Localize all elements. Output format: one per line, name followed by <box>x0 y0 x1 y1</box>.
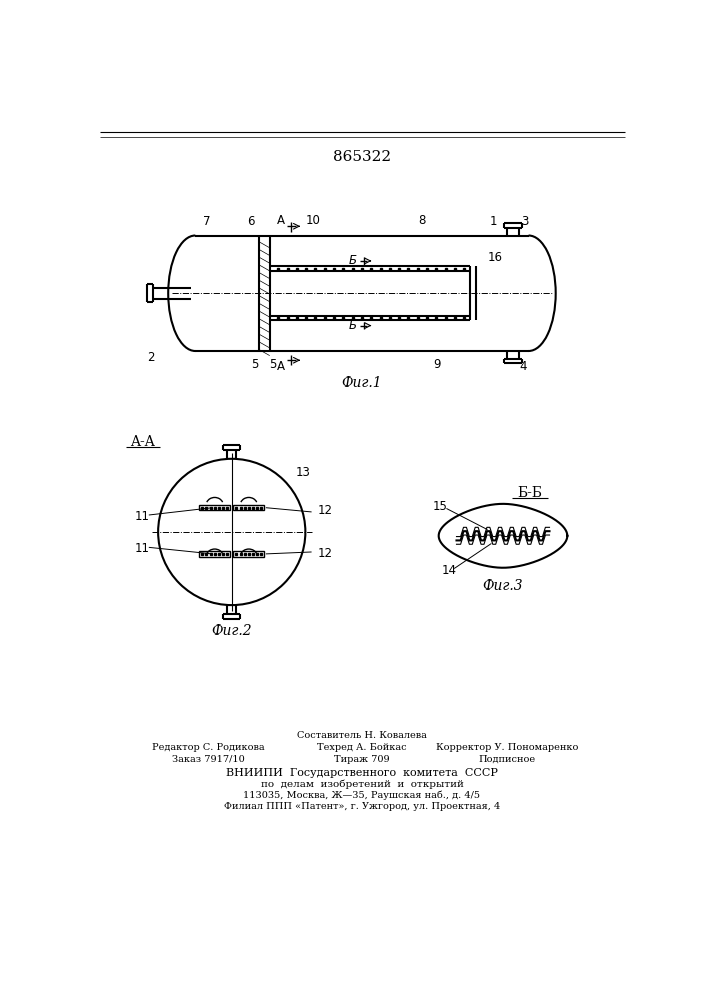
Text: 865322: 865322 <box>333 150 391 164</box>
Text: Фиг.2: Фиг.2 <box>211 624 252 638</box>
Text: 5: 5 <box>251 358 259 371</box>
Text: 2: 2 <box>147 351 155 364</box>
Text: Корректор У. Пономаренко: Корректор У. Пономаренко <box>436 743 578 752</box>
Text: 3: 3 <box>521 215 528 228</box>
Bar <box>233 551 264 557</box>
Text: Тираж 709: Тираж 709 <box>334 755 390 764</box>
Text: Филиал ППП «Патент», г. Ужгород, ул. Проектная, 4: Филиал ППП «Патент», г. Ужгород, ул. Про… <box>224 802 500 811</box>
Text: 4: 4 <box>520 360 527 373</box>
Text: по  делам  изобретений  и  открытий: по делам изобретений и открытий <box>260 780 463 789</box>
Text: 11: 11 <box>135 510 150 523</box>
Text: 14: 14 <box>441 564 456 577</box>
Text: А: А <box>276 214 285 227</box>
Bar <box>199 551 230 557</box>
Text: 12: 12 <box>317 547 333 560</box>
Text: Фиг.1: Фиг.1 <box>341 376 382 390</box>
Text: 12: 12 <box>317 504 333 517</box>
Text: 5: 5 <box>269 358 276 371</box>
Text: Подписное: Подписное <box>479 755 535 764</box>
Text: 10: 10 <box>305 214 320 227</box>
Text: 113035, Москва, Ж—35, Раушская наб., д. 4/5: 113035, Москва, Ж—35, Раушская наб., д. … <box>243 791 481 800</box>
Bar <box>199 505 230 510</box>
Text: А: А <box>276 360 285 373</box>
Bar <box>233 505 264 510</box>
Text: 8: 8 <box>418 214 426 227</box>
Text: 9: 9 <box>433 358 441 371</box>
Text: 15: 15 <box>433 500 448 513</box>
Text: 13: 13 <box>296 466 311 479</box>
Text: Б-Б: Б-Б <box>518 486 543 500</box>
Text: Техред А. Бойкас: Техред А. Бойкас <box>317 743 407 752</box>
Text: Б: Б <box>349 319 356 332</box>
Text: Фиг.3: Фиг.3 <box>483 579 523 593</box>
Text: Редактор С. Родикова: Редактор С. Родикова <box>152 743 265 752</box>
Text: 16: 16 <box>488 251 503 264</box>
Text: ВНИИПИ  Государственного  комитета  СССР: ВНИИПИ Государственного комитета СССР <box>226 768 498 778</box>
Text: Б: Б <box>349 254 356 267</box>
Text: 1: 1 <box>490 215 498 228</box>
Text: 7: 7 <box>203 215 211 228</box>
Text: 6: 6 <box>247 215 255 228</box>
Text: Заказ 7917/10: Заказ 7917/10 <box>172 755 245 764</box>
Text: 11: 11 <box>135 542 150 555</box>
Text: A-A: A-A <box>130 435 155 449</box>
Text: Составитель Н. Ковалева: Составитель Н. Ковалева <box>297 732 427 740</box>
